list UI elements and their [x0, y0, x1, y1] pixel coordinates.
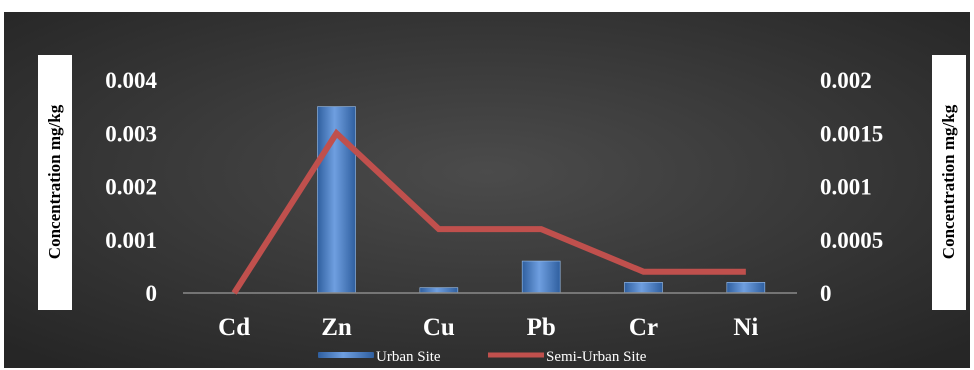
- right-tick-label: 0: [820, 281, 832, 306]
- left-axis-title: Concentration mg/kg: [45, 104, 64, 259]
- legend-swatch-urban: [318, 352, 374, 358]
- series-line-semi-urban: [231, 128, 746, 295]
- left-tick-label: 0.004: [105, 68, 157, 93]
- line-layer: [231, 128, 746, 295]
- x-axis-ticks: Cd Zn Cu Pb Cr Ni: [218, 314, 758, 341]
- x-tick-label: Cu: [423, 314, 455, 341]
- legend-label-urban: Urban Site: [376, 349, 441, 365]
- right-tick-label: 0.002: [820, 68, 872, 93]
- x-tick-label: Cd: [218, 314, 250, 341]
- bar-ni: [726, 282, 766, 294]
- right-axis-title-box: [932, 55, 966, 310]
- x-tick-label: Cr: [629, 314, 658, 341]
- right-tick-label: 0.0015: [820, 121, 883, 146]
- right-axis-ticks: 0 0.0005 0.001 0.0015 0.002: [820, 68, 883, 306]
- chart-background: [4, 12, 970, 368]
- bar-pb: [521, 260, 561, 294]
- legend: Urban Site Semi-Urban Site: [318, 349, 647, 365]
- bar-cr: [624, 282, 663, 294]
- x-tick-label: Pb: [527, 314, 556, 341]
- bar-cu: [419, 287, 459, 294]
- left-axis-ticks: 0 0.001 0.002 0.003 0.004: [105, 68, 157, 306]
- left-tick-label: 0: [146, 281, 158, 306]
- x-tick-label: Ni: [733, 314, 758, 341]
- left-axis-title-box: [38, 55, 72, 310]
- legend-label-semi-urban: Semi-Urban Site: [546, 349, 647, 365]
- x-tick-label: Zn: [321, 314, 352, 341]
- right-tick-label: 0.001: [820, 175, 872, 200]
- left-tick-label: 0.003: [105, 121, 157, 146]
- left-tick-label: 0.001: [105, 228, 157, 253]
- right-tick-label: 0.0005: [820, 228, 883, 253]
- right-axis-title: Concentration mg/kg: [939, 104, 958, 259]
- left-tick-label: 0.002: [105, 175, 157, 200]
